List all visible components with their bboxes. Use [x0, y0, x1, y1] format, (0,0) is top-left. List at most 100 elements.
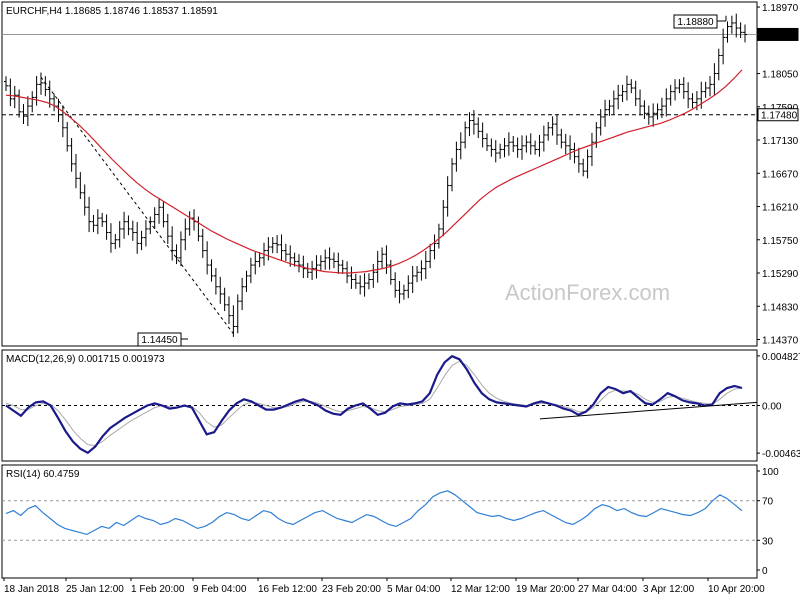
ohlc-bar [681, 77, 686, 99]
ohlc-bar [60, 105, 65, 138]
ohlc-bar [213, 268, 218, 295]
main-y-tick-label: 1.17130 [762, 136, 799, 147]
ohlc-bar [712, 63, 717, 95]
ohlc-bar [734, 13, 739, 38]
ohlc-bar [428, 243, 433, 269]
ohlc-bar [292, 252, 297, 267]
downtrend-dashed-line [40, 76, 234, 335]
ohlc-bar [664, 88, 669, 117]
ohlc-bar [362, 273, 367, 297]
macd-pane-frame [1, 349, 758, 462]
ohlc-bar [384, 245, 389, 274]
ohlc-bar [528, 133, 533, 155]
ohlc-bar [546, 122, 551, 141]
ohlc-bar [235, 294, 240, 334]
ohlc-bar [227, 296, 232, 324]
ohlc-bar [454, 141, 459, 172]
ohlc-bar [554, 114, 559, 145]
ohlc-bar [511, 135, 516, 153]
main-y-tick-label: 1.16210 [762, 203, 799, 214]
ohlc-bar [603, 99, 608, 127]
macd-title: MACD(12,26,9) 0.001715 0.001973 [6, 354, 165, 365]
ohlc-bar [38, 72, 43, 95]
x-tick-label: 12 Mar 12:00 [451, 584, 510, 595]
x-tick-label: 3 Apr 12:00 [643, 584, 695, 595]
ohlc-bar [638, 89, 643, 116]
ohlc-bar [318, 255, 323, 272]
ohlc-bar [157, 197, 162, 224]
ohlc-bar [572, 142, 577, 164]
macd-y-tick-label: -0.004632 [762, 449, 800, 460]
ohlc-bar [43, 76, 48, 97]
ohlc-bar [366, 273, 371, 290]
ohlc-bar [563, 133, 568, 155]
rsi-line [5, 490, 743, 536]
ohlc-bar [91, 214, 96, 233]
ohlc-bar [729, 15, 734, 34]
ohlc-bar [340, 259, 345, 274]
ohlc-bar [73, 153, 78, 189]
ohlc-bar [537, 134, 542, 157]
ohlc-bar [108, 223, 113, 253]
ohlc-bar [703, 81, 708, 98]
ohlc-bar [721, 28, 726, 65]
ohlc-bar [266, 237, 271, 261]
ohlc-bar [716, 48, 721, 81]
ohlc-bar [502, 138, 507, 158]
ohlc-bar [240, 277, 245, 311]
ohlc-bar [174, 244, 179, 265]
ohlc-bar [161, 201, 166, 228]
ohlc-bar [471, 110, 476, 135]
ohlc-bar [598, 109, 603, 136]
ohlc-bar [30, 91, 35, 113]
main-chart-title: EURCHF,H4 1.18685 1.18746 1.18537 1.1859… [6, 6, 218, 17]
ohlc-bar [445, 176, 450, 217]
ohlc-bar [345, 261, 350, 284]
ohlc-bar [178, 231, 183, 267]
ohlc-bar [358, 275, 363, 295]
ohlc-bar [196, 216, 201, 242]
x-tick-label: 25 Jan 12:00 [66, 584, 124, 595]
ohlc-bar [104, 214, 109, 240]
rsi-title: RSI(14) 60.4759 [6, 469, 80, 480]
ohlc-bar [100, 212, 105, 227]
ohlc-bar [550, 116, 555, 136]
ohlc-bar [205, 241, 210, 275]
price-tag-text: 1.17480 [761, 111, 798, 122]
main-y-tick-label: 1.18050 [762, 70, 799, 81]
ohlc-bar [17, 89, 22, 118]
ohlc-bar [143, 220, 148, 247]
rsi-pane-frame [1, 464, 758, 579]
ohlc-bar [581, 158, 586, 177]
ohlc-bar [209, 259, 214, 282]
ohlc-bar [559, 128, 564, 149]
ohlc-bar [725, 21, 730, 43]
ohlc-bar [183, 218, 188, 251]
ohlc-bar [87, 196, 92, 233]
main-y-tick-label: 1.15750 [762, 236, 799, 247]
ohlc-bar [677, 79, 682, 94]
ohlc-bar [25, 96, 30, 127]
ohlc-bar [620, 84, 625, 102]
ohlc-bar [139, 230, 144, 251]
ohlc-bar [576, 147, 581, 173]
ohlc-bar [607, 99, 612, 116]
ohlc-bar [371, 263, 376, 288]
ohlc-bar [441, 199, 446, 237]
ohlc-bar [323, 249, 328, 270]
ohlc-bar [401, 284, 406, 300]
ohlc-bar [633, 80, 638, 107]
ohlc-bar [476, 117, 481, 139]
rsi-y-tick-label: 70 [762, 497, 774, 508]
x-tick-label: 27 Mar 04:00 [578, 584, 637, 595]
ohlc-bar [279, 234, 284, 262]
ohlc-bar [375, 251, 380, 283]
ohlc-bar [380, 247, 385, 269]
ohlc-bar [257, 252, 262, 268]
ohlc-bar [738, 22, 743, 39]
ohlc-bar [524, 135, 529, 153]
ohlc-bar [642, 100, 647, 120]
ohlc-bar [135, 222, 140, 254]
